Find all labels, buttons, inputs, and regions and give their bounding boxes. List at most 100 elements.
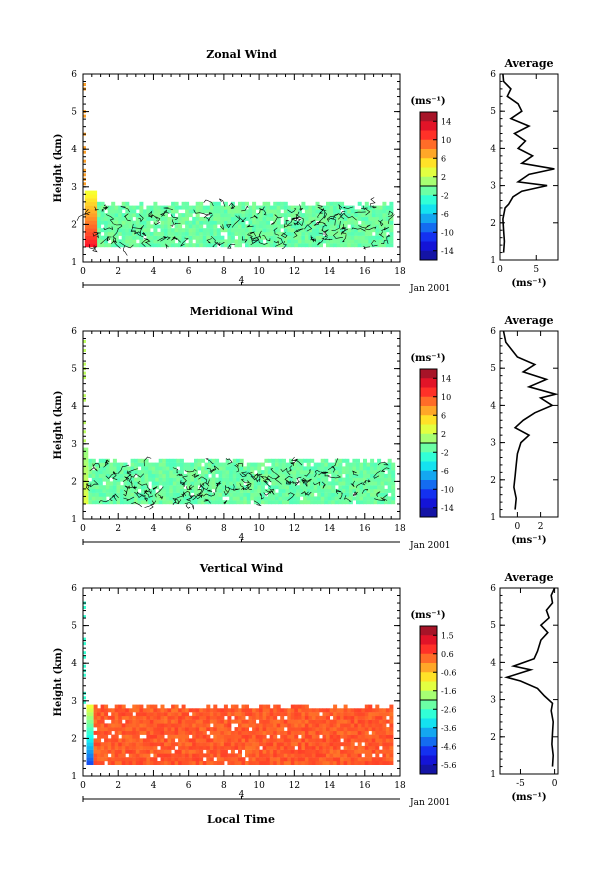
heatmap-cell: [137, 477, 142, 482]
heatmap-cell: [236, 458, 241, 463]
heatmap-cell: [220, 757, 225, 762]
heatmap-cell: [174, 761, 179, 765]
heatmap-cell: [157, 719, 161, 724]
heatmap-cell: [178, 224, 183, 229]
heatmap-cell: [378, 738, 383, 743]
heatmap-cell: [238, 738, 242, 743]
heatmap-cell: [361, 231, 366, 236]
heatmap-cell: [104, 742, 109, 747]
heatmap-cell: [183, 473, 188, 478]
heatmap-cell: [241, 220, 246, 225]
heatmap-cell: [290, 220, 295, 225]
heatmap-cell: [104, 704, 109, 709]
heatmap-cell: [276, 749, 281, 754]
heatmap-cell: [382, 712, 387, 717]
heatmap-cell: [118, 220, 123, 225]
heatmap-cell: [311, 719, 316, 724]
heatmap-cell: [144, 462, 149, 467]
heatmap-cell: [100, 742, 105, 747]
heatmap-cell: [107, 235, 112, 240]
heatmap-cell: [141, 466, 146, 471]
heatmap-cell: [194, 492, 198, 497]
heatmap-cell: [389, 734, 394, 739]
heatmap-cell: [120, 473, 124, 478]
heatmap-cell: [118, 715, 123, 720]
heatmap-cell: [262, 231, 267, 236]
heatmap-cell: [269, 213, 274, 218]
heatmap-cell: [290, 738, 295, 743]
colorbar-band: [420, 718, 437, 729]
heatmap-cell: [239, 500, 244, 505]
heatmap-cell: [287, 723, 292, 728]
heatmap-cell: [296, 466, 301, 471]
heatmap-cell: [223, 712, 228, 717]
heatmap-cell: [252, 715, 257, 720]
heatmap-cell: [202, 761, 207, 765]
heatmap-cell: [223, 220, 228, 225]
heatmap-cell: [112, 500, 117, 505]
near-surface-cell: [86, 704, 94, 709]
heatmap-cell: [347, 228, 352, 233]
heatmap-cell: [389, 745, 394, 750]
heatmap-cell: [155, 473, 160, 478]
heatmap-cell: [218, 500, 223, 505]
heatmap-cell: [195, 745, 200, 750]
heatmap-cell: [104, 213, 109, 218]
heatmap-cell: [169, 492, 174, 497]
heatmap-cell: [209, 213, 214, 218]
heatmap-cell: [239, 481, 244, 486]
heatmap-cell: [308, 757, 313, 762]
heatmap-cell: [139, 205, 144, 210]
heatmap-cell: [132, 708, 137, 713]
heatmap-cell: [246, 470, 251, 475]
heatmap-cell: [201, 473, 205, 478]
heatmap-cell: [172, 473, 177, 478]
heatmap-cell: [375, 224, 380, 229]
heatmap-cell: [121, 749, 126, 754]
heatmap-cell: [202, 243, 207, 248]
heatmap-cell: [178, 742, 183, 747]
heatmap-cell: [368, 719, 373, 724]
heatmap-cell: [350, 727, 355, 732]
heatmap-cell: [326, 761, 330, 765]
colorbar-tick-label: -2: [441, 191, 449, 200]
x-tick-label: 6: [186, 267, 192, 277]
heatmap-cell: [326, 220, 330, 225]
heatmap-cell: [304, 228, 309, 233]
heatmap-cell: [204, 485, 209, 490]
heatmap-cell: [111, 228, 116, 233]
heatmap-cell: [137, 496, 142, 501]
heatmap-cell: [255, 723, 260, 728]
heatmap-cell: [324, 492, 329, 497]
heatmap-cell: [171, 209, 176, 214]
heatmap-cell: [343, 730, 348, 735]
heatmap-cell: [259, 216, 264, 221]
heatmap-cell: [171, 738, 176, 743]
heatmap-cell: [356, 473, 360, 478]
heatmap-cell: [195, 235, 200, 240]
heatmap-cell: [167, 753, 172, 758]
heatmap-cell: [266, 228, 271, 233]
heatmap-cell: [384, 477, 389, 482]
heatmap-cell: [319, 220, 323, 225]
heatmap-cell: [280, 761, 285, 765]
heatmap-cell: [236, 473, 241, 478]
heatmap-cell: [155, 485, 160, 490]
heatmap-cell: [141, 470, 146, 475]
heatmap-cell: [105, 470, 110, 475]
contour-segment: [206, 238, 213, 244]
heatmap-cell: [287, 205, 292, 210]
heatmap-cell: [132, 205, 137, 210]
heatmap-cell: [121, 712, 126, 717]
heatmap-cell: [331, 462, 336, 467]
heatmap-cell: [368, 757, 373, 762]
contour-segment: [319, 208, 327, 214]
heatmap-cell: [151, 496, 156, 501]
heatmap-cell: [160, 216, 165, 221]
heatmap-cell: [91, 470, 96, 475]
profile-unit-label: (ms⁻¹): [511, 278, 546, 289]
heatmap-cell: [382, 235, 387, 240]
heatmap-cell: [185, 235, 190, 240]
profile-y-tick-label: 3: [490, 696, 496, 706]
contour-segment: [286, 218, 301, 226]
